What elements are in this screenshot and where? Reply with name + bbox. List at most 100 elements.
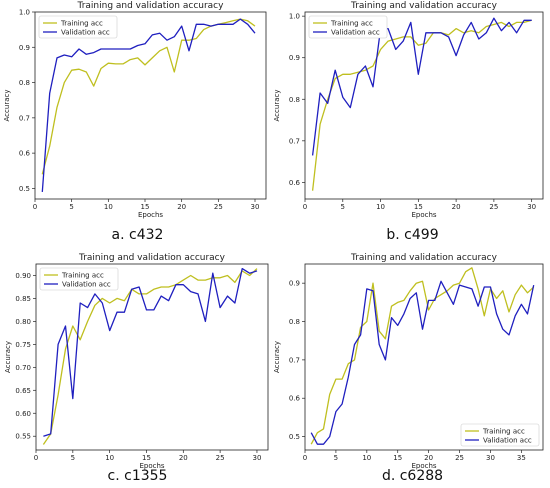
x-tick-label: 30 [527,203,536,211]
x-tick-label: 10 [105,454,114,462]
chart-title: Training and validation accuracy [350,253,498,263]
series-line-validation [311,17,532,156]
y-tick-label: 0.5 [19,185,30,193]
x-tick-label: 20 [177,203,186,211]
series-line-training [310,267,535,445]
y-tick-label: 0.9 [289,54,300,62]
series-line-validation [41,18,256,192]
chart-d-svg: Training and validation accuracy 0 5 10 15 20… [273,253,544,470]
plot-frame [304,263,544,451]
legend-box [308,15,388,39]
y-tick-label: 0.6 [19,150,31,158]
x-tick-label: 5 [71,454,75,462]
legend-box [460,423,540,447]
y-tick-label: 0.75 [15,341,31,349]
x-tick-label: 5 [334,454,338,462]
legend-box [39,267,119,291]
series-line-validation [310,280,535,445]
y-tick-label: 0.8 [289,96,300,104]
x-tick-label: 10 [376,203,385,211]
chart-b-caption: b. c499 [386,227,439,243]
legend-label: Validation acc [61,29,110,37]
plot-frame [35,263,269,451]
x-tick-label: 10 [104,203,113,211]
y-tick-label: 0.55 [15,433,31,441]
y-axis-label: Accuracy [3,90,11,122]
x-tick-label: 0 [33,203,37,211]
y-tick-label: 1.0 [289,13,300,21]
y-axis-label: Accuracy [273,341,281,373]
x-tick-label: 15 [414,203,423,211]
chart-c-svg: Training and validation accuracy 0 5 10 15 20… [4,253,269,470]
x-tick-label: 15 [393,454,402,462]
legend-label: Validation acc [483,437,532,445]
y-tick-label: 0.7 [289,137,300,145]
x-tick-label: 25 [455,454,464,462]
x-tick-label: 15 [142,454,151,462]
x-tick-label: 0 [303,203,307,211]
legend-label: Training acc [482,428,525,436]
series-line-training [311,19,532,191]
x-tick-label: 0 [34,454,38,462]
x-tick-label: 5 [341,203,345,211]
plot-frame [34,11,267,200]
plot-frame [304,11,544,200]
x-tick-label: 20 [424,454,433,462]
legend-label: Training acc [330,20,373,28]
x-axis-label: Epochs [411,211,436,219]
x-tick-label: 25 [489,203,498,211]
chart-panel-b: Training and validation accuracy 0 5 10 15 20… [273,0,550,219]
y-tick-label: 0.7 [19,114,30,122]
y-tick-label: 0.60 [15,410,31,418]
legend-label: Training acc [60,20,103,28]
x-axis-label: Epochs [411,462,436,470]
y-axis-label: Accuracy [273,90,281,122]
x-tick-label: 15 [141,203,150,211]
x-tick-label: 35 [517,454,526,462]
legend-label: Training acc [61,272,104,280]
y-tick-label: 0.9 [19,44,30,52]
x-tick-label: 30 [486,454,495,462]
chart-panel-a: Training and validation accuracy 0 5 10 15 20… [0,0,275,219]
chart-a-caption: a. c432 [111,227,164,243]
x-tick-label: 25 [216,454,225,462]
y-tick-label: 0.80 [15,318,31,326]
y-tick-label: 0.6 [289,179,301,187]
x-tick-label: 20 [179,454,188,462]
chart-title: Training and validation accuracy [350,1,498,11]
x-axis-label: Epochs [138,211,163,219]
y-axis-label: Accuracy [4,341,12,373]
series-line-validation [43,267,258,437]
y-tick-label: 0.65 [15,387,31,395]
x-tick-label: 0 [303,454,307,462]
y-tick-label: 1.0 [19,9,30,17]
x-tick-label: 25 [214,203,223,211]
y-tick-label: 0.9 [289,280,300,288]
chart-title: Training and validation accuracy [77,1,225,11]
y-tick-label: 0.7 [289,356,300,364]
x-axis-label: Epochs [139,462,164,470]
y-tick-label: 0.5 [289,433,300,441]
series-line-training [41,18,256,175]
chart-b-svg: Training and validation accuracy 0 5 10 15 20… [273,1,544,219]
chart-d-caption: d. c6288 [381,468,444,484]
y-tick-label: 0.8 [289,318,300,326]
chart-a-svg: Training and validation accuracy 0 5 10 15 20… [3,1,267,219]
x-tick-label: 5 [69,203,73,211]
x-tick-label: 30 [251,203,260,211]
x-tick-label: 30 [252,454,261,462]
legend-label: Validation acc [331,29,380,37]
x-tick-label: 20 [452,203,461,211]
series-line-training [42,268,258,445]
y-tick-label: 0.8 [19,79,30,87]
y-tick-label: 0.85 [15,295,31,303]
chart-panel-c: Training and validation accuracy 0 5 10 15 20… [0,250,275,470]
legend-label: Validation acc [62,281,111,289]
x-tick-label: 10 [362,454,371,462]
y-tick-label: 0.90 [15,272,31,280]
chart-panel-d: Training and validation accuracy 0 5 10 15 20… [273,250,550,470]
